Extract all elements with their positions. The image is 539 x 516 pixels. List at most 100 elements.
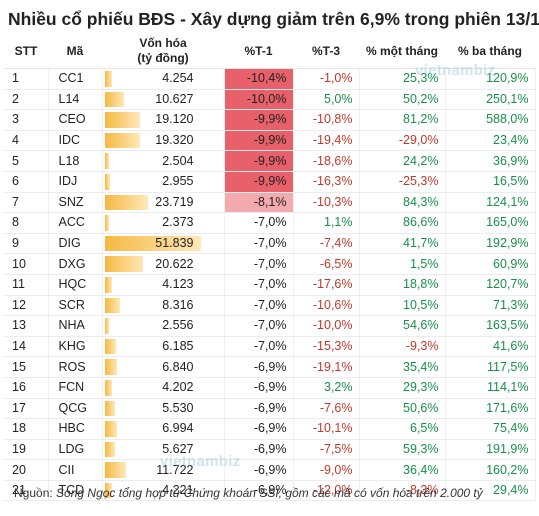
cell-market-cap: 5.627 — [102, 439, 225, 461]
cell-month: 86,6% — [359, 212, 446, 234]
cell-t1: -7,0% — [224, 315, 294, 337]
cell-three-month: 117,5% — [445, 356, 536, 378]
cell-t3: -6,5% — [293, 253, 360, 275]
market-cap-bar — [104, 173, 110, 190]
cell-three-month: 75,4% — [445, 418, 536, 440]
cell-stt: 8 — [4, 212, 49, 234]
market-cap-bar — [104, 256, 143, 272]
cell-stt: 11 — [4, 274, 49, 296]
cell-t3: -10,6% — [293, 295, 360, 317]
cell-t3: -19,4% — [293, 130, 360, 152]
cell-market-cap: 2.556 — [102, 315, 225, 337]
cell-market-cap: 4.254 — [102, 68, 225, 90]
cell-t3: -10,8% — [293, 109, 360, 131]
table-row: 11 HQC 4.123 -7,0% -17,6% 18,8% 120,7% — [4, 274, 536, 296]
table-body: 1 CC1 4.254 -10,4% -1,0% 25,3% 120,9% 2 L14 10.62… — [4, 68, 536, 502]
table-header-row: STT Mã Vốn hóa (tỷ đồng) %T-1 %T-3 % một… — [4, 34, 535, 69]
cell-t1: -6,9% — [224, 377, 294, 399]
market-cap-bar — [104, 441, 115, 458]
cell-month: 29,3% — [359, 377, 446, 399]
market-cap-value: 51.839 — [155, 236, 194, 251]
cell-ticker: CC1 — [48, 68, 103, 90]
table-row: 6 IDJ 2.955 -9,9% -16,3% -25,3% 16,5% — [4, 171, 536, 193]
source-label: Nguồn: — [14, 486, 53, 500]
market-cap-value: 6.840 — [162, 359, 194, 374]
table-row: 3 CEO 19.120 -9,9% -10,8% 81,2% 588,0% — [4, 109, 536, 131]
table-row: 2 L14 10.627 -10,0% 5,0% 50,2% 250,1% — [4, 89, 536, 111]
cell-stt: 19 — [4, 439, 49, 461]
table-row: 18 HBC 6.994 -6,9% -10,1% 6,5% 75,4% — [4, 418, 536, 440]
cell-market-cap: 51.839 — [102, 233, 225, 255]
cell-t1: -7,0% — [224, 274, 294, 296]
cell-ticker: CEO — [48, 109, 103, 131]
market-cap-bar — [104, 215, 109, 231]
cell-market-cap: 19.320 — [102, 130, 225, 152]
table-row: 8 ACC 2.373 -7,0% 1,1% 86,6% 165,0% — [4, 212, 536, 234]
cell-month: -29,0% — [359, 130, 446, 152]
market-cap-bar — [104, 153, 110, 169]
cell-stt: 21 — [4, 480, 49, 502]
cell-ticker: L18 — [48, 150, 103, 172]
cell-market-cap: 11.722 — [102, 459, 225, 481]
header-stt: STT — [4, 34, 48, 69]
table-row: 9 DIG 51.839 -7,0% -7,4% 41,7% 192,9% — [4, 233, 536, 255]
market-cap-bar — [104, 194, 149, 211]
table-row: 14 KHG 6.185 -7,0% -15,3% -9,3% 41,6% — [4, 336, 536, 358]
table-row: 12 SCR 8.316 -7,0% -10,6% 10,5% 71,3% — [4, 295, 536, 317]
cell-month: 41,7% — [359, 233, 446, 255]
cell-market-cap: 5.530 — [102, 398, 225, 420]
cell-t1: -7,0% — [224, 233, 294, 255]
cell-market-cap: 4.202 — [102, 377, 225, 399]
cell-t1: -7,0% — [224, 295, 294, 317]
cell-ticker: DXG — [48, 253, 103, 275]
table-row: 19 LDG 5.627 -6,9% -7,5% 59,3% 191,9% — [4, 439, 536, 461]
cell-month: -9,3% — [359, 336, 446, 358]
cell-stt: 17 — [4, 398, 49, 420]
cell-three-month: 36,9% — [445, 150, 536, 172]
market-cap-value: 5.530 — [162, 400, 194, 415]
table-row: 20 CII 11.722 -6,9% -9,0% 36,4% 160,2% — [4, 459, 536, 481]
cell-t3: -7,6% — [293, 398, 360, 420]
cell-t3: -7,4% — [293, 233, 360, 255]
market-cap-value: 5.627 — [162, 441, 194, 456]
cell-t1: -7,0% — [224, 336, 294, 358]
cell-t1: -10,0% — [224, 89, 294, 111]
market-cap-bar — [104, 379, 113, 396]
cell-t3: 1,1% — [293, 212, 360, 234]
cell-market-cap: 2.955 — [102, 171, 225, 193]
cell-three-month: 250,1% — [445, 89, 536, 111]
cell-market-cap: 4.123 — [102, 274, 225, 296]
source-note: Nguồn: Song Ngọc tổng hợp từ Chứng khoán… — [14, 486, 483, 500]
cell-ticker: SCR — [48, 295, 103, 317]
cell-ticker: TCD — [48, 480, 103, 502]
cell-market-cap: 6.840 — [102, 356, 225, 378]
market-cap-value: 10.627 — [155, 91, 194, 106]
cell-month: 24,2% — [359, 150, 446, 172]
market-cap-bar — [104, 276, 113, 293]
market-cap-value: 19.120 — [155, 112, 194, 127]
cell-three-month: 588,0% — [445, 109, 536, 131]
market-cap-bar — [104, 482, 113, 499]
market-cap-value: 11.722 — [156, 462, 194, 477]
cell-three-month: 124,1% — [445, 192, 536, 214]
cell-month: 50,2% — [359, 89, 446, 111]
cell-market-cap: 6.185 — [102, 336, 225, 358]
market-cap-value: 8.316 — [162, 297, 194, 312]
market-cap-bar — [104, 400, 115, 417]
header-von-hoa-line2: (tỷ đồng) — [137, 51, 189, 65]
cell-t1: -6,9% — [224, 459, 294, 481]
cell-t1: -6,9% — [224, 480, 294, 502]
cell-market-cap: 2.504 — [102, 150, 225, 172]
cell-t3: -16,3% — [293, 171, 360, 193]
cell-market-cap: 2.373 — [102, 212, 225, 234]
cell-three-month: 171,6% — [445, 398, 536, 420]
cell-t1: -7,0% — [224, 212, 294, 234]
cell-t3: -10,3% — [293, 192, 360, 214]
cell-stt: 6 — [4, 171, 49, 193]
table-row: 10 DXG 20.622 -7,0% -6,5% 1,5% 60,9% — [4, 253, 536, 275]
cell-t3: -17,6% — [293, 274, 360, 296]
cell-ticker: LDG — [48, 439, 103, 461]
cell-market-cap: 23.719 — [102, 192, 225, 214]
cell-market-cap: 19.120 — [102, 109, 225, 131]
cell-ticker: L14 — [48, 89, 103, 111]
